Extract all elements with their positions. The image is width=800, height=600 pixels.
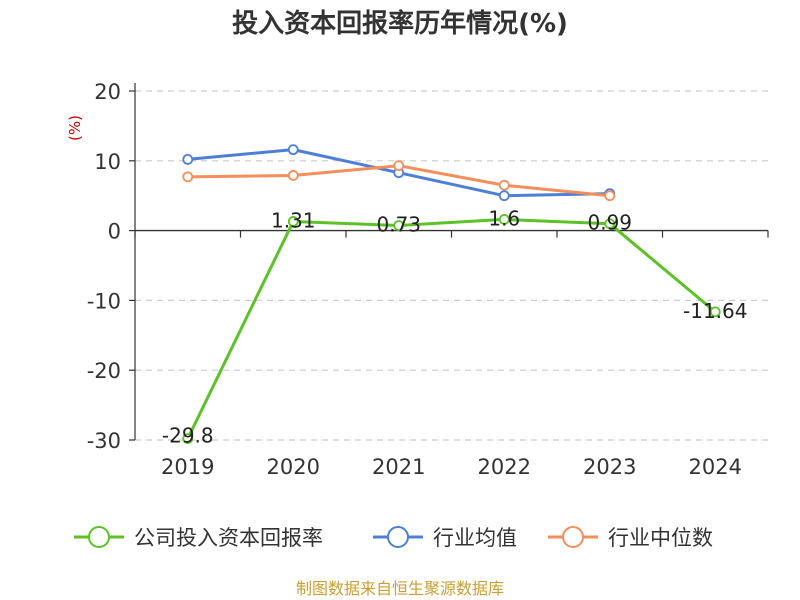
legend-swatch-marker — [387, 526, 409, 548]
data-label: 0.99 — [587, 211, 632, 235]
data-point — [498, 190, 510, 202]
y-tick-label: 10 — [94, 150, 121, 174]
x-tick-label: 2021 — [372, 455, 425, 479]
grid-lines — [135, 90, 768, 441]
x-tick-label: 2019 — [161, 455, 214, 479]
legend: 公司投入资本回报率 行业均值 行业中位数 — [74, 526, 713, 550]
data-label: 1.31 — [271, 208, 316, 232]
source-note: 制图数据来自恒生聚源数据库 — [296, 579, 504, 598]
chart-title: 投入资本回报率历年情况(%) — [232, 8, 568, 39]
y-tick-label: 20 — [94, 80, 121, 104]
x-tick-label: 2020 — [267, 455, 320, 479]
data-point — [287, 216, 299, 227]
data-label: -11.64 — [683, 299, 747, 323]
data-point — [604, 218, 616, 230]
legend-swatch-marker — [88, 526, 110, 548]
data-point — [287, 170, 299, 181]
y-tick-label: -10 — [87, 289, 121, 313]
y-axis-label: (%) — [66, 115, 84, 141]
x-tick-label: 2023 — [583, 455, 636, 479]
legend-label: 行业均值 — [433, 526, 517, 550]
legend-swatch-marker — [562, 526, 584, 548]
series-group — [182, 144, 721, 445]
data-point — [709, 306, 721, 318]
data-label: 0.73 — [376, 213, 421, 237]
axes: 20 10 0 -10 -20 -30 2019 2020 2021 2022 2023 2024 — [87, 80, 769, 479]
data-point — [604, 190, 616, 202]
y-tick-label: -20 — [87, 359, 121, 383]
data-labels: -29.8 1.31 0.73 1.6 0.99 -11.64 — [162, 206, 748, 447]
data-point — [182, 171, 194, 183]
x-tick-label: 2022 — [478, 455, 531, 479]
x-tick-label: 2024 — [689, 455, 742, 479]
data-point — [393, 160, 405, 172]
data-point — [287, 144, 299, 156]
data-point — [393, 220, 405, 231]
series-line — [186, 217, 717, 440]
data-label: 1.6 — [488, 206, 520, 230]
y-tick-label: -30 — [87, 429, 121, 453]
data-point — [498, 179, 510, 191]
y-tick-label: 0 — [108, 220, 121, 244]
legend-label: 行业中位数 — [608, 526, 713, 550]
data-point — [182, 433, 194, 445]
data-point — [498, 214, 510, 225]
legend-label: 公司投入资本回报率 — [134, 526, 323, 550]
data-label: -29.8 — [162, 424, 214, 448]
data-point — [182, 154, 194, 165]
